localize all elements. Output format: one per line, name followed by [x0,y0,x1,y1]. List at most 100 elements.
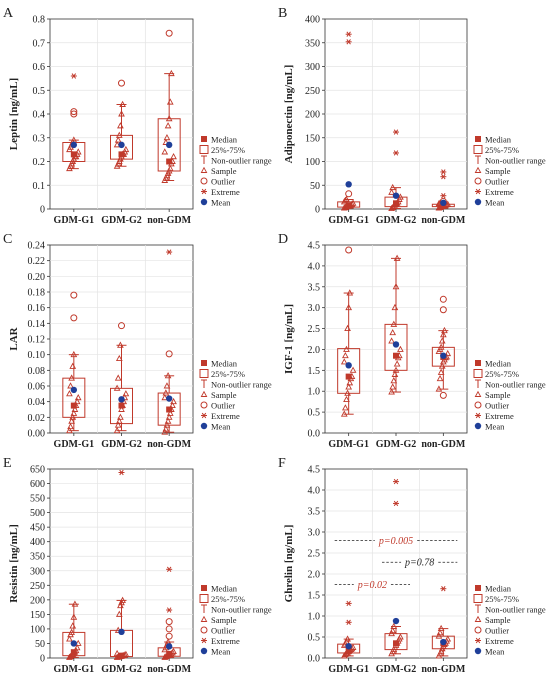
legend-asterisk-marker [475,637,481,644]
y-axis-label: LAR [8,326,20,350]
legend-box-marker [199,145,209,154]
y-tick-label: 0.5 [308,633,321,644]
asterisk-stroke [393,129,399,135]
outlier-point [439,391,447,399]
median-marker [393,352,399,359]
panel-letter: B [278,6,287,21]
sample-point [388,188,395,195]
mean-marker [165,395,173,402]
legend-label: Sample [485,166,511,176]
sample-point [66,653,73,660]
y-tick-label: 0.16 [28,303,46,314]
sample-point [437,343,445,350]
x-tick-label: GDM-G2 [376,664,417,675]
sample-point [68,374,75,381]
box-gdm-g2 [110,322,133,434]
x-tick-label: GDM-G1 [54,215,95,226]
y-tick-label: 4.5 [308,241,321,252]
asterisk-stroke [393,150,399,156]
asterisk-stroke [441,174,446,180]
asterisk-stroke [201,637,207,644]
x-tick-label: non-GDM [147,664,191,675]
mean-marker [440,352,447,359]
sample-point [391,370,399,377]
outlier-point [345,246,353,254]
sample-point [166,409,174,416]
y-tick-label: 0.0 [308,429,321,440]
sample-point [444,349,452,357]
sample-point [346,379,354,386]
sample-point [346,289,354,296]
sample-point [436,374,444,382]
panel-d: D 0.0 0.5 1.0 1.5 2.0 2.5 3.0 3.5 4.0 4.5 IGF-1 [ng… [278,232,546,450]
legend-label: 25%-75% [211,145,245,155]
legend-square-marker [475,136,481,142]
legend-label: 25%-75% [211,369,245,379]
panel-letter: C [3,232,12,247]
sample-point [435,632,443,639]
legend-label: Extreme [485,411,514,421]
legend-label: Non-outlier range [485,605,546,615]
legend-dot-marker [474,198,482,206]
y-tick-label: 4.0 [308,486,321,497]
sample-point [115,131,123,138]
y-tick-label: 50 [310,181,320,192]
box-gdm-g1 [337,600,361,659]
legend-label: Outlier [211,626,235,636]
y-tick-label: 100 [305,157,320,168]
sample-point [342,196,349,203]
asterisk-stroke [201,412,207,419]
legend-triangle-marker [200,390,208,397]
y-tick-label: 450 [30,523,45,534]
sample-point [66,390,73,397]
legend-label: Mean [485,198,505,208]
sample-point [170,647,177,655]
x-tick-label: non-GDM [147,439,191,450]
asterisk-stroke [475,412,481,419]
panel-letter: E [3,456,12,471]
sample-point [69,413,77,420]
y-tick-label: 0.1 [33,181,46,192]
legend-label: 25%-75% [485,594,519,604]
panel-f: F 0.0 0.5 1.0 1.5 2.0 2.5 3.0 3.5 4.0 4.5 Ghrelin [… [278,456,546,675]
outlier-point [345,190,353,198]
legend-dot-marker [200,422,208,430]
sample-point [342,404,349,411]
sample-point [397,193,404,200]
y-axis-label: Adiponectin [ng/mL] [283,65,295,164]
legend-square-marker [201,360,207,366]
y-tick-label: 250 [30,581,45,592]
y-tick-label: 0.20 [28,272,46,283]
legend-label: Outlier [485,177,509,187]
mean-marker [70,386,78,394]
sample-point [392,366,400,373]
legend-label: Outlier [211,177,235,187]
legend-label: Sample [485,615,511,625]
sample-point [119,596,126,603]
extreme-point [166,607,173,613]
extreme-point [440,585,447,592]
median-marker [118,652,125,659]
legend-asterisk-marker [201,412,207,419]
sample-point [344,389,351,396]
extreme-point [393,500,399,507]
extreme-point [440,174,447,180]
legend-label: 25%-75% [485,369,519,379]
sample-point [163,134,171,141]
sample-point [122,390,130,397]
legend-box-marker [199,594,209,603]
panel-c: C 0.00 0.02 0.04 0.06 0.08 0.10 0.12 0.14 0.16 0.1… [3,232,272,450]
outlier-point [70,108,78,116]
sample-point [389,328,397,336]
outlier-point [165,625,173,633]
x-tick-label: non-GDM [147,215,191,226]
panel-letter: D [278,232,288,247]
box-non-gdm [157,29,181,183]
legend-circle-marker [474,177,482,185]
median-marker [345,373,352,380]
sample-point [117,413,124,420]
sample-point [73,397,81,405]
legend-triangle-marker [474,166,482,173]
